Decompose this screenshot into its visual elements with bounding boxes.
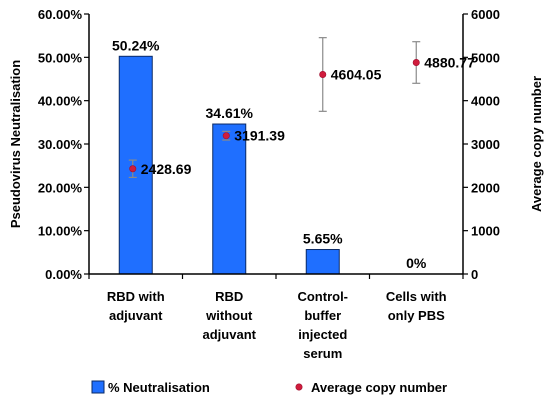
legend-swatch-points bbox=[295, 383, 303, 391]
bar-label-2: 5.65% bbox=[303, 231, 343, 247]
category-label-0: RBD with adjuvant bbox=[107, 289, 165, 323]
y2-axis-title: Average copy number bbox=[529, 76, 544, 212]
legend-label-points: Average copy number bbox=[311, 380, 447, 395]
y-tick-label-3: 30.00% bbox=[38, 137, 83, 152]
y2-tick-label-6: 6000 bbox=[471, 7, 500, 22]
y-tick-label-2: 20.00% bbox=[38, 180, 83, 195]
bars-layer bbox=[118, 55, 340, 275]
point-3 bbox=[412, 58, 420, 66]
category-label-1: RBD without adjuvant bbox=[203, 289, 257, 342]
bar-label-1: 34.61% bbox=[206, 105, 254, 121]
y2-tick-label-3: 3000 bbox=[471, 137, 500, 152]
bar-2 bbox=[305, 249, 340, 275]
y-tick-label-0: 0.00% bbox=[45, 267, 82, 282]
y-tick-label-6: 60.00% bbox=[38, 7, 83, 22]
bar-0 bbox=[118, 55, 153, 275]
category-label-2: Control-buffer injected serum bbox=[297, 289, 348, 361]
legend: % Neutralisation Average copy number bbox=[91, 380, 447, 395]
y-tick-label-4: 40.00% bbox=[38, 94, 83, 109]
bar-label-3: 0% bbox=[406, 255, 427, 271]
legend-label-bars: % Neutralisation bbox=[108, 380, 210, 395]
bar-1 bbox=[212, 123, 247, 275]
points-layer bbox=[128, 37, 421, 179]
legend-swatch-bars bbox=[91, 380, 105, 394]
point-2 bbox=[319, 70, 327, 78]
point-label-2: 4604.05 bbox=[331, 66, 382, 82]
axes-layer: 0.00% 10.00% 20.00% 30.00% 40.00% 50.00% 60.00… bbox=[8, 7, 544, 361]
point-0 bbox=[129, 165, 137, 173]
y2-tick-label-0: 0 bbox=[471, 267, 478, 282]
point-1 bbox=[222, 132, 230, 140]
point-label-3: 4880.77 bbox=[424, 54, 475, 70]
y2-tick-label-1: 1000 bbox=[471, 224, 500, 239]
point-label-0: 2428.69 bbox=[141, 161, 192, 177]
y-axis-title: Pseudovirus Neutralisation bbox=[8, 60, 23, 228]
y2-tick-label-5: 5000 bbox=[471, 50, 500, 65]
y-tick-label-1: 10.00% bbox=[38, 224, 83, 239]
category-label-3: Cells with only PBS bbox=[386, 289, 447, 323]
point-label-1: 3191.39 bbox=[234, 128, 285, 144]
y-tick-label-5: 50.00% bbox=[38, 50, 83, 65]
labels-layer: 2428.69 3191.39 4604.05 4880.77 50.24% 34.61%… bbox=[112, 37, 475, 271]
y2-tick-label-4: 4000 bbox=[471, 94, 500, 109]
y2-tick-label-2: 2000 bbox=[471, 180, 500, 195]
bar-label-0: 50.24% bbox=[112, 37, 160, 53]
